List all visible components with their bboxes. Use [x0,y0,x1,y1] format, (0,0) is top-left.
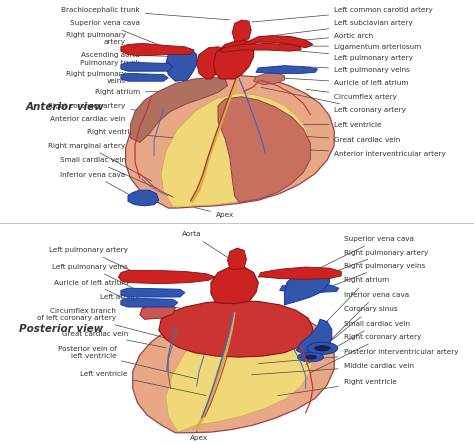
Text: Anterior cardiac vein: Anterior cardiac vein [50,116,156,125]
Text: Inferior vena cava: Inferior vena cava [61,172,135,198]
Text: Right atrium: Right atrium [95,89,173,95]
Text: Pulmonary trunk: Pulmonary trunk [80,61,206,66]
Polygon shape [258,267,341,279]
Text: Right ventricle: Right ventricle [278,379,397,396]
Text: Small cardiac vein: Small cardiac vein [306,321,410,364]
Text: Ascending aorta: Ascending aorta [81,52,213,58]
Text: Superior vena cava: Superior vena cava [70,20,178,53]
Polygon shape [121,73,168,81]
Text: Brachiocephalic trunk: Brachiocephalic trunk [61,7,229,20]
Text: Posterior vein of
left ventricle: Posterior vein of left ventricle [57,346,196,379]
Text: Left pulmonary veins: Left pulmonary veins [52,264,137,290]
Polygon shape [128,190,159,206]
Polygon shape [197,47,225,79]
Polygon shape [296,320,332,354]
Polygon shape [126,76,334,208]
Ellipse shape [314,345,331,352]
Polygon shape [220,43,301,52]
Polygon shape [121,288,185,297]
Text: Ligamentum arteriosum: Ligamentum arteriosum [275,44,421,50]
Polygon shape [161,93,310,207]
Text: Auricle of left atrium: Auricle of left atrium [54,279,145,308]
Polygon shape [218,97,310,202]
Text: Auricle of left atrium: Auricle of left atrium [283,78,409,86]
Polygon shape [121,43,194,56]
Text: Left coronary artery: Left coronary artery [261,87,406,113]
Text: Inferior vena cava: Inferior vena cava [324,292,409,346]
Polygon shape [140,303,175,320]
Text: Left common carotid artery: Left common carotid artery [252,7,433,22]
Ellipse shape [304,355,317,360]
Polygon shape [133,306,334,433]
Text: Middle cardiac vein: Middle cardiac vein [252,363,414,375]
Text: Aortic arch: Aortic arch [294,32,374,41]
Text: Posterior interventricular artery: Posterior interventricular artery [259,348,458,364]
Text: Right atrium: Right atrium [327,277,389,322]
Text: Left pulmonary artery: Left pulmonary artery [292,50,413,61]
Text: Small cardiac vein: Small cardiac vein [60,157,156,188]
Polygon shape [121,62,173,71]
Text: Coronary sinus: Coronary sinus [313,306,397,356]
Polygon shape [232,20,251,41]
Text: Right pulmonary veins: Right pulmonary veins [332,263,425,286]
Text: Left atrium: Left atrium [100,294,201,312]
Polygon shape [256,66,318,73]
Ellipse shape [307,342,337,354]
Text: Right pulmonary artery: Right pulmonary artery [332,250,428,273]
Text: Apex: Apex [195,207,234,218]
Text: Great cardiac vein: Great cardiac vein [62,331,165,348]
Ellipse shape [298,352,324,362]
Polygon shape [159,300,313,357]
Polygon shape [118,270,216,284]
Text: Right coronary artery: Right coronary artery [310,334,421,372]
Text: Anterior interventricular artery: Anterior interventricular artery [240,147,446,157]
Text: Circumflex artery: Circumflex artery [306,89,397,100]
Text: Superior vena cava: Superior vena cava [313,236,413,271]
Text: Anterior view: Anterior view [26,102,105,112]
Text: Right ventricle: Right ventricle [87,129,173,138]
Polygon shape [239,36,313,48]
Text: Posterior view: Posterior view [19,324,103,334]
Text: Left subclavian artery: Left subclavian artery [275,20,413,35]
Polygon shape [254,73,284,85]
Polygon shape [121,298,178,307]
Text: Great cardiac vein: Great cardiac vein [259,134,401,143]
Polygon shape [130,77,228,142]
Text: Left pulmonary veins: Left pulmonary veins [309,67,410,73]
Text: Right pulmonary
artery: Right pulmonary artery [65,32,135,49]
Text: Right coronary artery: Right coronary artery [48,103,146,111]
Text: Left ventricle: Left ventricle [304,121,382,128]
Polygon shape [284,269,329,305]
Text: Right marginal artery: Right marginal artery [48,143,152,181]
Polygon shape [228,248,246,269]
Polygon shape [213,40,254,79]
Text: Aorta: Aorta [182,231,230,259]
Text: Right pulmonary
veins: Right pulmonary veins [65,71,137,85]
Text: Left ventricle: Left ventricle [81,371,206,396]
Polygon shape [211,267,258,303]
Text: Circumflex branch
of left coronary artery: Circumflex branch of left coronary arter… [37,308,168,339]
Text: Apex: Apex [190,431,208,441]
Polygon shape [280,284,339,293]
Text: Left pulmonary artery: Left pulmonary artery [49,247,142,276]
Polygon shape [166,317,313,432]
Polygon shape [166,49,197,81]
